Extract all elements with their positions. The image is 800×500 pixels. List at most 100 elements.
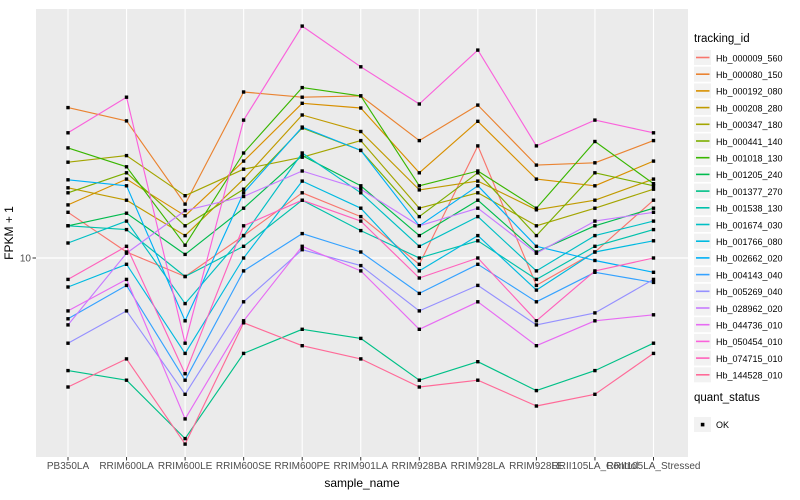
data-point-marker: [183, 351, 187, 356]
data-point-marker: [241, 159, 246, 163]
data-point-marker: [476, 214, 480, 219]
data-point-marker: [241, 224, 246, 228]
data-point-marker: [476, 300, 480, 304]
data-point-marker: [417, 378, 421, 382]
data-point-marker: [476, 103, 480, 107]
legend-key-label: Hb_000009_560: [716, 53, 783, 63]
x-tick-label: RRII105LA_Stressed: [607, 461, 701, 472]
data-point-marker: [359, 138, 363, 143]
data-point-marker: [359, 214, 363, 219]
legend-key-Hb_001377_270: Hb_001377_270: [694, 183, 783, 199]
data-point-marker: [124, 309, 129, 313]
data-point-marker: [241, 256, 246, 260]
data-point-marker: [183, 224, 187, 228]
legend-key-Hb_044736_010: Hb_044736_010: [694, 317, 783, 333]
data-point-marker: [241, 151, 246, 155]
data-point-marker: [593, 258, 597, 263]
legend-key-Hb_144528_010: Hb_144528_010: [694, 367, 783, 383]
data-point-marker: [124, 244, 129, 248]
legend-key-Hb_000208_280: Hb_000208_280: [694, 100, 783, 116]
data-point-marker: [124, 198, 129, 202]
data-point-marker: [124, 378, 129, 382]
data-point-marker: [241, 177, 246, 181]
data-point-marker: [241, 321, 246, 325]
data-point-marker: [534, 344, 539, 348]
x-tick-label: RRIM928LE: [509, 461, 564, 472]
data-point-marker: [183, 319, 187, 323]
data-point-marker: [417, 309, 421, 313]
data-point-marker: [359, 65, 363, 69]
legend-key-label: Hb_004143_040: [716, 270, 783, 280]
data-point-marker: [66, 131, 70, 135]
data-point-marker: [534, 283, 539, 288]
legend-title-quant-status: quant_status: [694, 392, 760, 404]
legend-key-label: Hb_044736_010: [716, 321, 783, 331]
data-point-marker: [183, 341, 187, 345]
data-point-marker: [359, 250, 363, 254]
data-point-markers-group: [66, 24, 656, 446]
data-point-marker: [183, 392, 187, 396]
data-point-marker: [476, 48, 480, 52]
data-point-marker: [359, 106, 363, 110]
data-point-marker: [66, 160, 70, 164]
data-point-marker: [66, 224, 70, 228]
data-point-marker: [651, 198, 656, 202]
data-point-marker: [66, 146, 70, 150]
data-point-marker: [241, 351, 246, 356]
data-point-marker: [476, 239, 480, 243]
legend-key-label: Hb_000192_080: [716, 87, 783, 97]
data-point-marker: [124, 227, 129, 232]
data-point-marker: [300, 231, 304, 236]
data-point-marker: [241, 194, 246, 199]
data-point-marker: [359, 206, 363, 210]
legend-key-label: Hb_000441_140: [716, 137, 783, 147]
data-point-marker: [476, 119, 480, 123]
data-point-marker: [183, 194, 187, 198]
x-axis-title: sample_name: [324, 476, 400, 490]
data-point-marker: [241, 233, 246, 238]
data-point-marker: [241, 244, 246, 248]
legend-key-Hb_000441_140: Hb_000441_140: [694, 133, 783, 149]
data-point-marker: [124, 171, 129, 175]
x-tick-label: RRIM600LE: [158, 461, 213, 472]
data-point-marker: [183, 442, 187, 446]
data-point-marker: [651, 256, 656, 260]
data-point-marker: [534, 144, 539, 148]
data-point-marker: [124, 262, 129, 266]
plot-panel: [36, 9, 688, 457]
data-point-marker: [534, 388, 539, 393]
data-point-marker: [476, 360, 480, 364]
data-point-marker: [300, 344, 304, 348]
data-point-marker: [476, 256, 480, 260]
data-point-marker: [476, 262, 480, 266]
y-axis-title: FPKM + 1: [2, 206, 16, 260]
x-tick-label: PB350LA: [47, 461, 90, 472]
data-point-marker: [124, 165, 129, 169]
data-point-marker: [124, 95, 129, 99]
data-point-marker: [417, 276, 421, 280]
data-point-marker: [300, 248, 304, 252]
data-point-marker: [651, 313, 656, 317]
data-point-marker: [241, 187, 246, 191]
x-tick-label: RRIM600SE: [216, 461, 272, 472]
data-point-marker: [593, 198, 597, 202]
data-point-marker: [651, 351, 656, 356]
data-point-marker: [534, 269, 539, 273]
data-point-marker: [241, 269, 246, 273]
data-point-marker: [417, 188, 421, 192]
data-point-marker: [476, 144, 480, 148]
data-point-marker: [300, 198, 304, 202]
data-point-marker: [417, 385, 421, 389]
data-point-marker: [593, 184, 597, 188]
data-point-marker: [593, 244, 597, 248]
data-point-marker: [359, 219, 363, 223]
data-point-marker: [66, 210, 70, 214]
data-point-marker: [651, 270, 656, 274]
data-point-marker: [66, 385, 70, 389]
data-point-marker: [593, 392, 597, 396]
data-point-marker: [417, 184, 421, 188]
data-point-marker: [359, 148, 363, 153]
data-point-marker: [66, 191, 70, 195]
